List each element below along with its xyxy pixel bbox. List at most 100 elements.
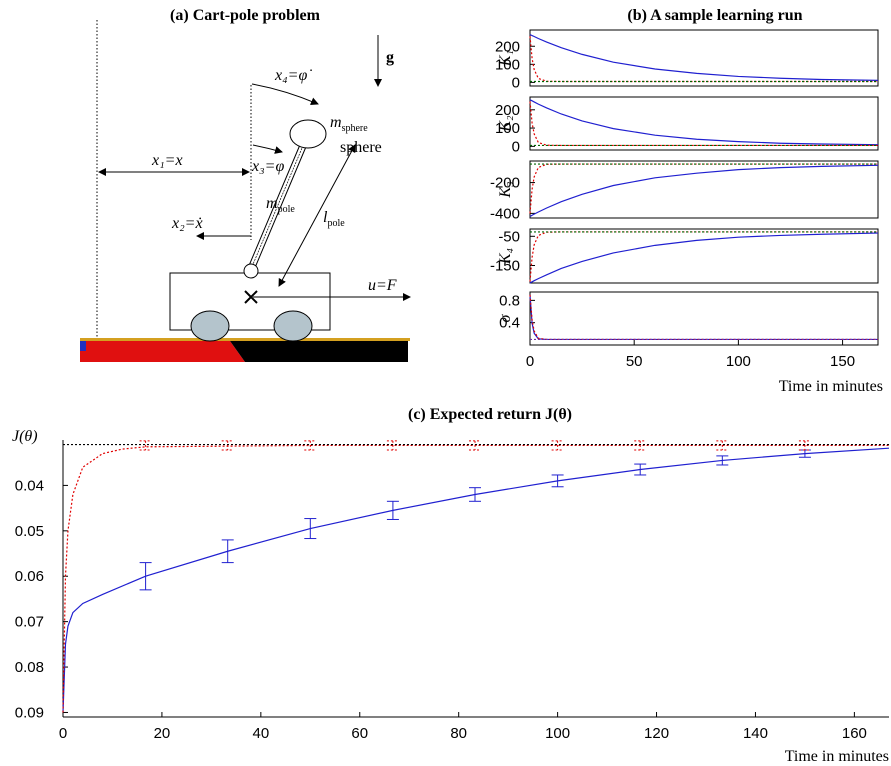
label: msphere (330, 114, 368, 134)
label: m (266, 195, 278, 212)
label: pole (327, 218, 345, 229)
error-bar (551, 474, 564, 488)
label: x₁=x (151, 152, 183, 169)
error-bar (716, 440, 729, 451)
ground (230, 341, 408, 362)
label: l (323, 209, 328, 226)
y-tick-label: -50 (498, 228, 520, 245)
y-tick-label: 0 (512, 138, 520, 155)
arrow (251, 83, 319, 105)
series-line (529, 294, 878, 341)
y-tick-label: 0.08 (15, 659, 44, 676)
y-axis-label: K₁ (497, 50, 514, 67)
series-line (62, 444, 889, 713)
x-axis-label: Time in minutes (785, 748, 889, 765)
x-tick-label: 80 (450, 725, 467, 742)
label: x₃=φ (251, 158, 284, 175)
x-tick-label: 160 (842, 725, 867, 742)
label: sphere (342, 123, 369, 134)
series-line (529, 99, 879, 146)
y-tick-label: 0.04 (15, 477, 44, 494)
label: pole (278, 204, 296, 215)
y-tick-label: 0.4 (499, 315, 520, 332)
ground (80, 341, 245, 362)
label: mpole (266, 195, 295, 215)
error-bar (469, 487, 482, 502)
y-axis-label: K₄ (497, 248, 514, 265)
x-tick-label: 0 (59, 725, 67, 742)
label: x₂=ẋ (171, 215, 203, 232)
label: x₄=φ̇ (274, 67, 312, 84)
series-line (529, 101, 878, 147)
series-line (529, 164, 879, 217)
series-line (529, 36, 878, 83)
y-axis-label: K₂ (497, 115, 514, 133)
plot-frame (529, 160, 879, 219)
error-bar (304, 518, 317, 540)
series-line (529, 232, 879, 284)
x-tick-label: 120 (644, 725, 669, 742)
chart-title: (c) Expected return J(θ) (408, 406, 572, 423)
error-bar (386, 500, 399, 520)
series-line (62, 447, 890, 713)
error-bar (798, 440, 811, 451)
cart-center (244, 290, 258, 304)
x-tick-label: 140 (743, 725, 768, 742)
label: u=F (368, 277, 397, 294)
y-tick-label: 0.06 (15, 568, 44, 585)
y-tick-label: -150 (490, 257, 520, 274)
plot-frame (529, 96, 879, 151)
x-tick-label: 150 (830, 353, 855, 370)
label: sphere (340, 139, 382, 156)
x-tick-label: 0 (526, 353, 534, 370)
label: g (386, 49, 394, 66)
y-tick-label: 0.07 (15, 614, 44, 631)
error-bar (469, 440, 482, 451)
x-tick-label: 100 (726, 353, 751, 370)
plot-frame (529, 291, 879, 346)
error-bar (139, 562, 152, 591)
y-tick-label: 100 (495, 56, 520, 73)
x-tick-label: 60 (351, 725, 368, 742)
plot-frame (529, 29, 879, 87)
y-tick-label: -200 (490, 175, 520, 192)
y-axis-label: J(θ) (12, 428, 38, 445)
y-tick-label: 0.8 (499, 292, 520, 309)
error-bar (716, 455, 729, 466)
y-tick-label: 0.09 (15, 704, 44, 721)
ground (80, 338, 410, 341)
x-tick-label: 50 (626, 353, 643, 370)
x-axis-label: Time in minutes (779, 378, 883, 395)
arrow (278, 144, 356, 287)
y-tick-label: 0.05 (15, 523, 44, 540)
y-tick-label: 100 (495, 120, 520, 137)
series-line (529, 33, 879, 81)
y-tick-label: -400 (490, 205, 520, 222)
wheel (273, 310, 313, 342)
error-bar (139, 440, 152, 451)
error-bar (221, 440, 234, 451)
error-bar (221, 539, 234, 564)
sphere (289, 119, 327, 149)
error-bar (386, 440, 399, 451)
ground (80, 341, 86, 351)
error-bar (551, 440, 564, 451)
label: lpole (323, 209, 345, 229)
cart-pole-diagram (80, 20, 411, 362)
error-bar (304, 440, 317, 451)
series-line (529, 163, 878, 214)
y-tick-label: 200 (495, 38, 520, 55)
chart-title: (b) A sample learning run (627, 7, 802, 24)
y-tick-label: 200 (495, 102, 520, 119)
x-tick-label: 40 (253, 725, 270, 742)
x-tick-label: 100 (545, 725, 570, 742)
y-axis-label: K₃ (497, 181, 514, 198)
pivot (243, 263, 259, 279)
wheel (190, 310, 230, 342)
y-axis-label: σ (497, 313, 514, 322)
series-line (529, 294, 878, 341)
panel-title: (a) Cart-pole problem (170, 7, 321, 24)
label: m (330, 114, 342, 131)
error-bar (634, 440, 647, 451)
